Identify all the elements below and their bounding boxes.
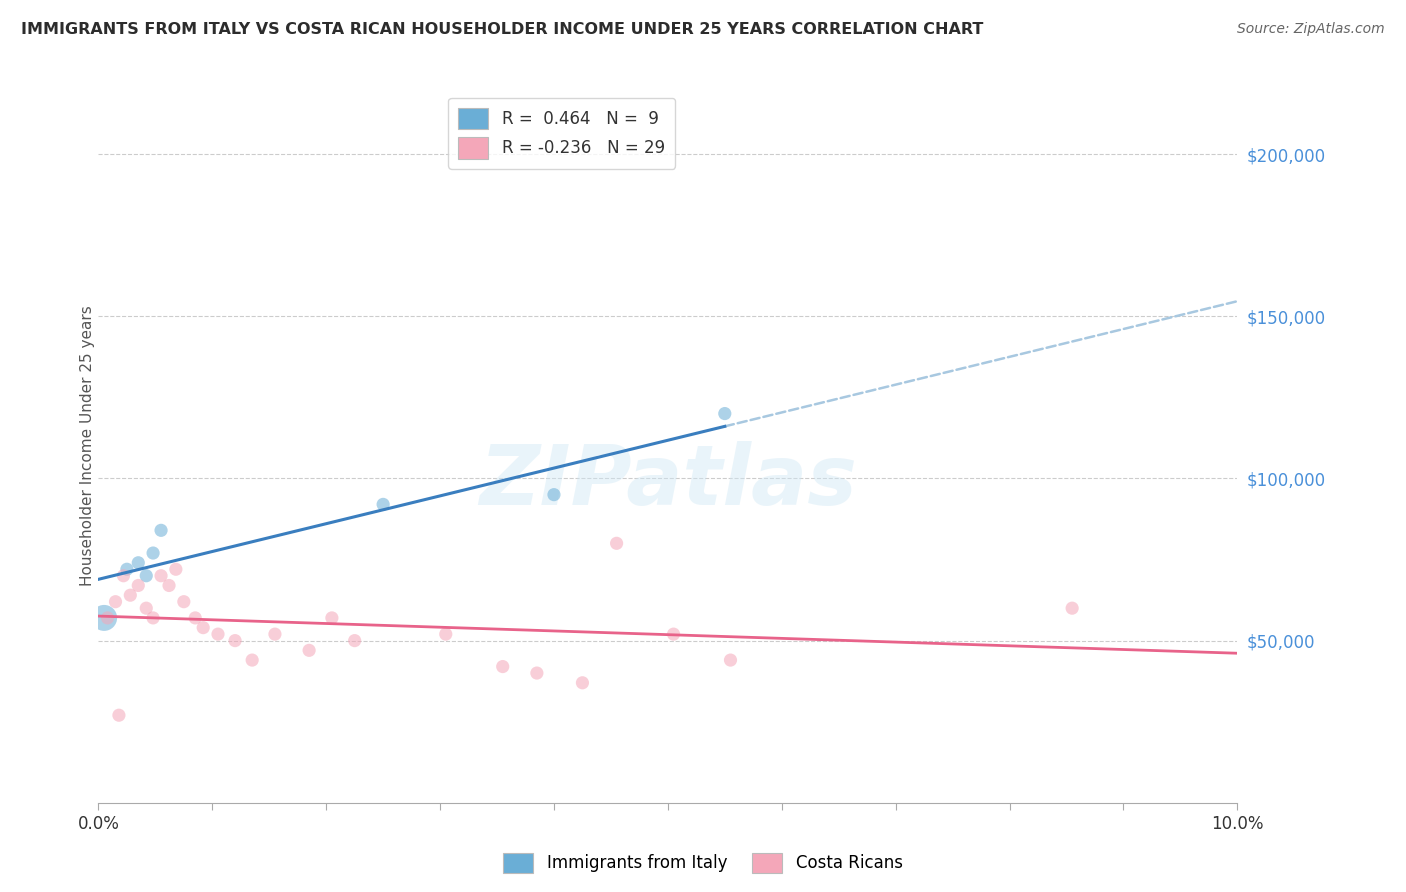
Point — [135, 568, 157, 582]
Point — [526, 666, 548, 681]
Point — [150, 568, 173, 582]
Point — [543, 488, 565, 502]
Point — [142, 546, 165, 560]
Point — [157, 578, 180, 592]
Text: IMMIGRANTS FROM ITALY VS COSTA RICAN HOUSEHOLDER INCOME UNDER 25 YEARS CORRELATI: IMMIGRANTS FROM ITALY VS COSTA RICAN HOU… — [21, 22, 983, 37]
Point — [135, 601, 157, 615]
Point — [662, 627, 685, 641]
Point — [193, 621, 215, 635]
Legend: Immigrants from Italy, Costa Ricans: Immigrants from Italy, Costa Ricans — [496, 847, 910, 880]
Point — [720, 653, 742, 667]
Legend: R =  0.464   N =  9, R = -0.236   N = 29: R = 0.464 N = 9, R = -0.236 N = 29 — [449, 97, 675, 169]
Point — [96, 611, 118, 625]
Point — [165, 562, 187, 576]
Text: ZIPatlas: ZIPatlas — [479, 442, 856, 522]
Point — [93, 611, 115, 625]
Point — [240, 653, 263, 667]
Point — [127, 578, 149, 592]
Point — [150, 524, 173, 538]
Point — [115, 562, 138, 576]
Point — [1062, 601, 1084, 615]
Point — [108, 708, 131, 723]
Point — [606, 536, 628, 550]
Point — [343, 633, 366, 648]
Point — [224, 633, 246, 648]
Point — [120, 588, 142, 602]
Point — [142, 611, 165, 625]
Point — [104, 595, 127, 609]
Y-axis label: Householder Income Under 25 years: Householder Income Under 25 years — [80, 306, 94, 586]
Point — [434, 627, 457, 641]
Point — [321, 611, 343, 625]
Point — [112, 568, 135, 582]
Point — [492, 659, 515, 673]
Point — [714, 407, 737, 421]
Point — [298, 643, 321, 657]
Point — [184, 611, 207, 625]
Point — [264, 627, 287, 641]
Point — [371, 497, 394, 511]
Point — [571, 675, 593, 690]
Text: Source: ZipAtlas.com: Source: ZipAtlas.com — [1237, 22, 1385, 37]
Point — [207, 627, 229, 641]
Point — [127, 556, 149, 570]
Point — [173, 595, 195, 609]
